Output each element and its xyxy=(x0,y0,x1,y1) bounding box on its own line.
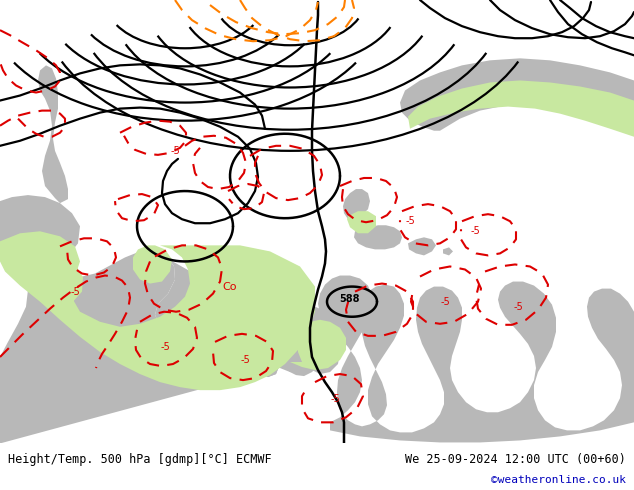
Text: -5: -5 xyxy=(440,296,450,307)
Text: -5: -5 xyxy=(513,302,523,312)
Polygon shape xyxy=(347,211,376,233)
Polygon shape xyxy=(290,320,346,370)
Text: -5: -5 xyxy=(405,216,415,226)
Polygon shape xyxy=(408,80,634,137)
Polygon shape xyxy=(38,65,68,203)
Text: We 25-09-2024 12:00 UTC (00+60): We 25-09-2024 12:00 UTC (00+60) xyxy=(405,453,626,466)
Polygon shape xyxy=(0,231,315,443)
Polygon shape xyxy=(155,251,322,377)
Polygon shape xyxy=(318,275,634,442)
Text: -5: -5 xyxy=(160,342,170,352)
Polygon shape xyxy=(443,247,453,255)
Polygon shape xyxy=(280,326,325,376)
Polygon shape xyxy=(294,307,326,332)
Text: -5: -5 xyxy=(240,355,250,365)
Text: Co: Co xyxy=(223,282,237,292)
Text: -5: -5 xyxy=(170,146,180,156)
Text: 588: 588 xyxy=(340,294,360,304)
Polygon shape xyxy=(354,225,402,249)
Text: Height/Temp. 500 hPa [gdmp][°C] ECMWF: Height/Temp. 500 hPa [gdmp][°C] ECMWF xyxy=(8,453,271,466)
Polygon shape xyxy=(408,237,436,255)
Polygon shape xyxy=(343,189,370,219)
Polygon shape xyxy=(400,58,634,133)
Text: -5: -5 xyxy=(330,394,340,404)
Text: -5: -5 xyxy=(70,287,80,296)
Text: -5: -5 xyxy=(470,226,480,236)
Polygon shape xyxy=(0,195,340,443)
Text: ©weatheronline.co.uk: ©weatheronline.co.uk xyxy=(491,475,626,485)
